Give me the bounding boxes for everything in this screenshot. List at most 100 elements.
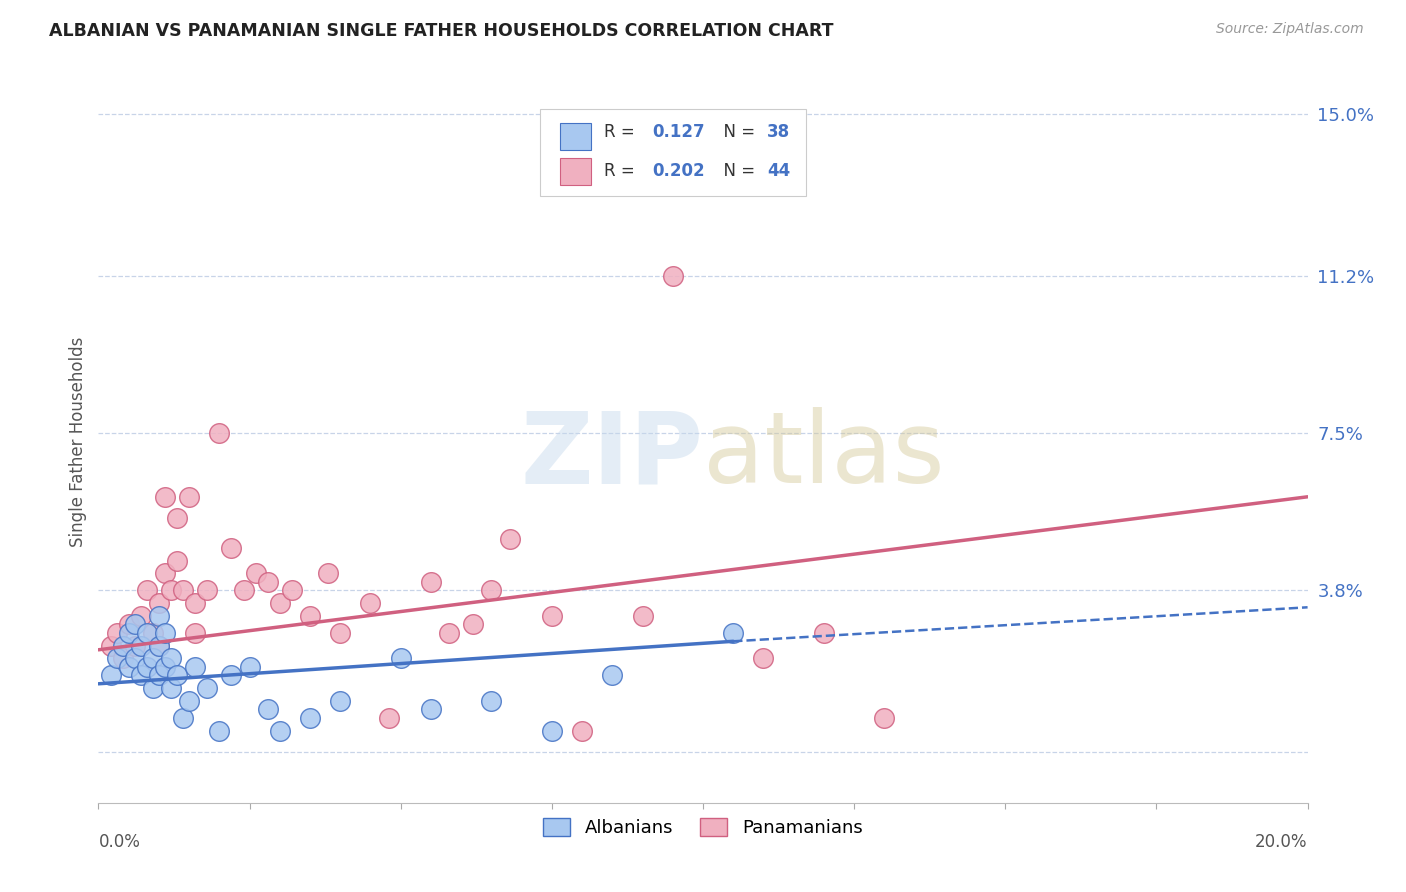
Point: [813, 625, 835, 640]
Point: [135, 583, 157, 598]
FancyBboxPatch shape: [540, 109, 806, 196]
Point: [195, 583, 218, 598]
Point: [105, 651, 128, 665]
Text: R =: R =: [603, 161, 640, 179]
Point: [377, 711, 399, 725]
Point: [160, 651, 183, 665]
Point: [281, 583, 304, 598]
Point: [179, 694, 201, 708]
Point: [540, 723, 562, 738]
Point: [184, 625, 207, 640]
Point: [148, 639, 170, 653]
Point: [269, 596, 291, 610]
Text: atlas: atlas: [703, 408, 945, 505]
Point: [498, 533, 520, 547]
Point: [245, 566, 267, 581]
FancyBboxPatch shape: [561, 123, 591, 151]
Text: 0.127: 0.127: [652, 122, 704, 141]
Point: [118, 625, 141, 640]
Point: [129, 608, 152, 623]
Point: [752, 651, 775, 665]
Point: [124, 617, 146, 632]
Point: [602, 668, 624, 682]
Point: [148, 639, 170, 653]
Point: [135, 625, 157, 640]
Point: [239, 660, 262, 674]
Point: [329, 625, 352, 640]
Point: [571, 723, 593, 738]
Point: [118, 660, 141, 674]
Point: [631, 608, 654, 623]
Point: [148, 596, 170, 610]
Point: [148, 668, 170, 682]
Point: [437, 625, 460, 640]
Point: [105, 625, 128, 640]
Point: [221, 668, 243, 682]
Point: [179, 490, 201, 504]
Point: [360, 596, 382, 610]
Point: [299, 711, 322, 725]
Point: [166, 511, 188, 525]
Point: [232, 583, 254, 598]
Point: [184, 660, 207, 674]
Point: [208, 723, 231, 738]
Point: [129, 639, 152, 653]
Point: [873, 711, 896, 725]
Text: ZIP: ZIP: [520, 408, 703, 505]
Point: [124, 651, 146, 665]
Point: [172, 711, 194, 725]
Point: [540, 608, 562, 623]
Point: [148, 608, 170, 623]
Point: [100, 668, 122, 682]
Point: [153, 566, 176, 581]
Point: [111, 639, 134, 653]
Point: [118, 617, 141, 632]
FancyBboxPatch shape: [561, 158, 591, 185]
Point: [153, 660, 176, 674]
Point: [723, 625, 745, 640]
Point: [111, 651, 134, 665]
Point: [420, 574, 443, 589]
Point: [208, 425, 231, 440]
Point: [661, 268, 683, 283]
Point: [256, 574, 278, 589]
Point: [463, 617, 485, 632]
Point: [142, 681, 165, 695]
Point: [329, 694, 352, 708]
Point: [129, 668, 152, 682]
Point: [481, 583, 503, 598]
Text: 38: 38: [768, 122, 790, 141]
Point: [153, 490, 176, 504]
Point: [269, 723, 291, 738]
Text: N =: N =: [713, 122, 761, 141]
Text: N =: N =: [713, 161, 761, 179]
Point: [166, 668, 188, 682]
Text: 0.0%: 0.0%: [98, 833, 141, 851]
Text: ALBANIAN VS PANAMANIAN SINGLE FATHER HOUSEHOLDS CORRELATION CHART: ALBANIAN VS PANAMANIAN SINGLE FATHER HOU…: [49, 22, 834, 40]
Text: Source: ZipAtlas.com: Source: ZipAtlas.com: [1216, 22, 1364, 37]
Legend: Albanians, Panamanians: Albanians, Panamanians: [536, 811, 870, 845]
Point: [172, 583, 194, 598]
Text: 0.202: 0.202: [652, 161, 704, 179]
Point: [160, 681, 183, 695]
Point: [221, 541, 243, 555]
Point: [135, 660, 157, 674]
Text: 44: 44: [768, 161, 790, 179]
Point: [299, 608, 322, 623]
Point: [160, 583, 183, 598]
Point: [481, 694, 503, 708]
Point: [316, 566, 339, 581]
Point: [124, 639, 146, 653]
Y-axis label: Single Father Households: Single Father Households: [69, 336, 87, 547]
Point: [389, 651, 412, 665]
Point: [256, 702, 278, 716]
Point: [420, 702, 443, 716]
Point: [184, 596, 207, 610]
Point: [100, 639, 122, 653]
Point: [195, 681, 218, 695]
Point: [166, 553, 188, 567]
Point: [142, 625, 165, 640]
Point: [153, 625, 176, 640]
Text: R =: R =: [603, 122, 640, 141]
Text: 20.0%: 20.0%: [1256, 833, 1308, 851]
